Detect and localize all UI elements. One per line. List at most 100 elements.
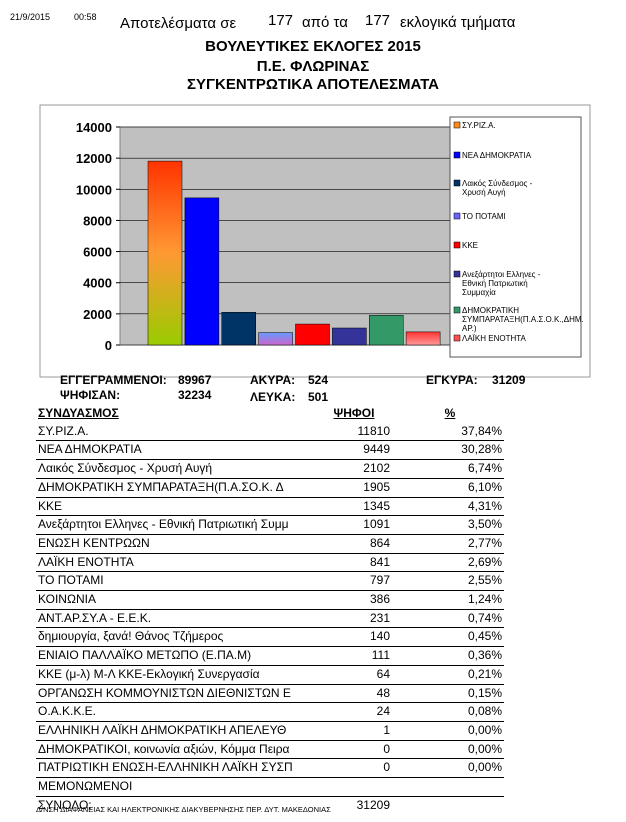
registered-value: 89967 [178,373,212,387]
row-party: ΕΝΩΣΗ ΚΕΝΤΡΩΩΝ [36,534,316,554]
legend: ΣΥ.ΡΙΖ.Α. ΝΕΑ ΔΗΜΟΚΡΑΤΙΑ Λαικός Σύνδεσμος … [453,121,584,343]
row-percent: 2,77% [396,534,504,554]
table-row: ΠΑΤΡΙΩΤΙΚΗ ΕΝΩΣΗ-ΕΛΛΗΝΙΚΗ ΛΑΪΚΗ ΣΥΣΠ 0 0,0… [36,758,504,779]
row-votes: 11810 [316,422,396,442]
row-party: δημιουργία, ξανά! Θάνος Τζήμερος [36,627,316,648]
table-row: ΕΝΙΑΙΟ ΠΑΛΛΑΪΚΟ ΜΕΤΩΠΟ (Ε.ΠΑ.Μ) 111 0,36% [36,646,504,666]
row-party: Ο.Α.Κ.Κ.Ε. [36,702,316,722]
row-votes: 231 [316,609,396,629]
legend-label: ΝΕΑ ΔΗΜΟΚΡΑΤΙΑ [462,151,532,160]
title-summary: ΣΥΓΚΕΝΤΡΩΤΙΚΑ ΑΠΟΤΕΛΕΣΜΑΤΑ [187,76,439,93]
table-row: δημιουργία, ξανά! Θάνος Τζήμερος 140 0,45% [36,627,504,648]
row-party: Ανεξάρτητοι Ελληνες - Εθνική Πατριωτική … [36,515,316,535]
row-party: ΚΚΕ [36,497,316,517]
bar [221,312,256,346]
row-votes: 864 [316,534,396,554]
row-party: ΚΟΙΝΩΝΙΑ [36,590,316,610]
from-label: από τα [302,14,348,31]
legend-swatch [453,179,461,187]
table-row: ΛΑΪΚΗ ΕΝΟΤΗΤΑ 841 2,69% [36,553,504,573]
row-percent: 30,28% [396,440,504,461]
row-percent: 0,00% [396,740,504,760]
header-percent: % [444,406,456,420]
row-votes: 24 [316,702,396,722]
legend-swatch [453,241,461,249]
bar [405,331,441,346]
row-percent: 2,69% [396,553,504,573]
table-row: Ο.Α.Κ.Κ.Ε. 24 0,08% [36,702,504,722]
row-percent: 0,45% [396,627,504,648]
row-party: ΝΕΑ ΔΗΜΟΚΡΑΤΙΑ [36,440,316,461]
legend-label: ΚΚΕ [462,241,478,250]
legend-swatch [453,306,461,314]
row-votes: 797 [316,571,396,592]
print-date: 21/9/2015 [10,12,51,22]
total-row: ΣΥΝΟΛΟ: 31209 [36,795,504,815]
row-votes: 386 [316,590,396,610]
row-party: ΛΑΪΚΗ ΕΝΟΤΗΤΑ [36,553,316,573]
counted-stations: 177 [268,12,294,29]
table-row: ΚΚΕ 1345 4,31% [36,497,504,517]
bar [369,315,404,346]
y-tick-label: 10000 [76,182,112,197]
bar [147,160,183,346]
y-tick-label: 8000 [83,213,112,228]
title-region: Π.Ε. ΦΛΩΡΙΝΑΣ [256,58,370,75]
footer-credit: Δ/ΝΣΗ ΔΙΑΦΑΝΕΙΑΣ ΚΑΙ ΗΛΕΚΤΡΟΝΙΚΗΣ ΔΙΑΚΥΒ… [36,805,331,814]
voted-label: ΨΗΦΙΣΑΝ: [60,388,121,402]
row-party: ΟΡΓΑΝΩΣΗ ΚΟΜΜΟΥΝΙΣΤΩΝ ΔΙΕΘΝΙΣΤΩΝ Ε [36,684,316,704]
total-value: 31209 [316,795,396,815]
row-percent [396,777,504,797]
valid-label: ΕΓΚΥΡΑ: [426,373,478,387]
row-votes: 48 [316,684,396,704]
row-party: ΕΛΛΗΝΙΚΗ ΛΑΪΚΗ ΔΗΜΟΚΡΑΤΙΚΗ ΑΠΕΛΕΥΘ [36,721,316,741]
legend-label: Ανεξάρτητοι Ελληνες -Εθνική Πατριωτική Συ… [462,270,541,297]
row-percent: 0,21% [396,665,504,685]
table-row: ΟΡΓΑΝΩΣΗ ΚΟΜΜΟΥΝΙΣΤΩΝ ΔΙΕΘΝΙΣΤΩΝ Ε 48 0,15… [36,684,504,704]
table-row: ΕΝΩΣΗ ΚΕΝΤΡΩΩΝ 864 2,77% [36,534,504,554]
table-row: ΑΝΤ.ΑΡ.ΣΥ.Α - Ε.Ε.Κ. 231 0,74% [36,609,504,629]
y-tick-labels: 0 2000 4000 6000 8000 10000 12000 14000 [76,120,112,353]
legend-label: ΔΗΜΟΚΡΑΤΙΚΗ ΣΥΜΠΑΡΑΤΑΞΗ(Π.Α.Σ.Ο.Κ.,ΔΗΜ. ΑΡ… [462,306,584,333]
blank-value: 501 [308,390,329,404]
y-tick-label: 4000 [83,276,112,291]
row-party: ΣΥ.ΡΙΖ.Α. [36,422,316,442]
row-party: ΤΟ ΠΟΤΑΜΙ [36,571,316,592]
row-votes: 9449 [316,440,396,461]
row-votes: 1091 [316,515,396,535]
row-percent: 3,50% [396,515,504,535]
results-prefix: Αποτελέσματα σε [120,15,237,32]
row-percent: 6,74% [396,459,504,479]
row-party: ΜΕΜΟΝΩΜΕΝΟΙ [36,777,316,797]
legend-label: ΣΥ.ΡΙΖ.Α. [462,121,496,130]
bars [147,160,441,346]
table-row: ΜΕΜΟΝΩΜΕΝΟΙ [36,777,504,797]
bar [258,332,293,346]
row-votes: 841 [316,553,396,573]
row-votes: 111 [316,646,396,666]
table-row: Ανεξάρτητοι Ελληνες - Εθνική Πατριωτική … [36,515,504,535]
table-header-row: ΣΥΝΔΥΑΣΜΟΣ ΨΗΦΟΙ % [36,405,504,423]
row-percent: 0,00% [396,721,504,741]
row-percent: 2,55% [396,571,504,592]
row-votes: 1345 [316,497,396,517]
legend-swatch [453,212,461,220]
row-votes: 0 [316,758,396,779]
total-empty [396,795,504,815]
title-elections: ΒΟΥΛΕΥΤΙΚΕΣ ΕΚΛΟΓΕΣ 2015 [205,38,421,55]
table-row: ΚΟΙΝΩΝΙΑ 386 1,24% [36,590,504,610]
table-row: ΔΗΜΟΚΡΑΤΙΚΗ ΣΥΜΠΑΡΑΤΑΞΗ(Π.Α.ΣΟ.Κ. Δ 1905 6… [36,478,504,498]
legend-swatch [453,151,461,159]
invalid-value: 524 [308,373,329,387]
valid-value: 31209 [492,373,526,387]
table-row: ΔΗΜΟΚΡΑΤΙΚΟΙ, κοινωνία αξιών, Κόμμα Πειρ… [36,740,504,760]
row-party: ΕΝΙΑΙΟ ΠΑΛΛΑΪΚΟ ΜΕΤΩΠΟ (Ε.ΠΑ.Μ) [36,646,316,666]
invalid-label: ΑΚΥΡΑ: [250,373,296,387]
voted-value: 32234 [178,388,212,402]
y-tick-label: 14000 [76,120,112,135]
row-votes: 140 [316,627,396,648]
bar [184,197,220,346]
table-row: ΣΥ.ΡΙΖ.Α. 11810 37,84% [36,422,504,442]
row-percent: 0,15% [396,684,504,704]
results-table: ΣΥΝΔΥΑΣΜΟΣ ΨΗΦΟΙ % ΣΥ.ΡΙΖ.Α. 11810 37,84% Ν… [36,405,504,815]
